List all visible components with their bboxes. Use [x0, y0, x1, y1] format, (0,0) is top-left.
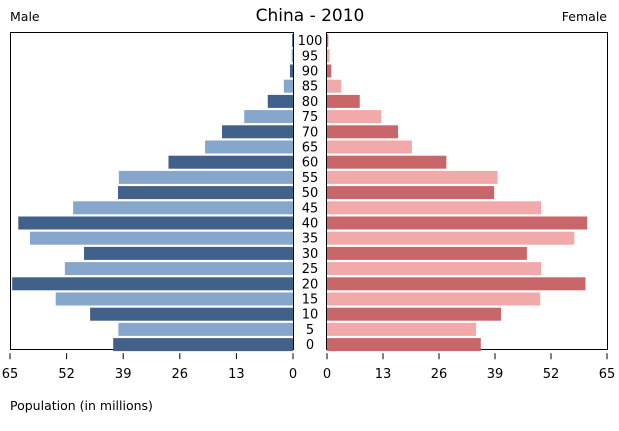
male-bar-age-90	[289, 64, 293, 78]
male-bar-age-10	[90, 307, 293, 321]
male-bar-age-40	[18, 216, 293, 230]
age-label-35: 35	[302, 232, 319, 247]
male-bar-age-85	[283, 79, 293, 93]
age-labels: 1009590858075706560555045403530252015105…	[298, 34, 323, 353]
male-bar-age-50	[117, 186, 293, 200]
age-label-10: 10	[302, 308, 319, 323]
female-bar-age-100	[327, 34, 329, 48]
female-bar-age-35	[327, 231, 575, 245]
female-bars	[327, 34, 588, 352]
male-bar-age-25	[64, 262, 293, 276]
age-label-50: 50	[302, 186, 319, 201]
male-tick-label-13: 13	[228, 367, 245, 382]
male-bar-age-100	[292, 34, 293, 48]
male-tick-label-39: 39	[115, 367, 132, 382]
male-bar-age-60	[168, 155, 293, 169]
female-bar-age-20	[327, 277, 586, 291]
age-label-30: 30	[302, 247, 319, 262]
male-x-axis: 65 52 39 26 13 0	[2, 353, 297, 382]
female-bar-age-0	[327, 338, 481, 352]
age-label-40: 40	[302, 217, 319, 232]
age-label-80: 80	[302, 95, 319, 110]
male-label: Male	[10, 9, 40, 24]
male-bar-age-55	[118, 170, 293, 184]
male-bar-age-70	[222, 125, 293, 139]
male-bar-age-35	[30, 231, 294, 245]
female-tick-label-0: 0	[323, 367, 331, 382]
male-bar-age-80	[267, 94, 293, 108]
female-bar-age-90	[327, 64, 332, 78]
female-bar-age-75	[327, 110, 382, 124]
male-bars	[12, 34, 294, 352]
male-tick-label-26: 26	[172, 367, 189, 382]
age-label-95: 95	[302, 49, 319, 64]
male-bar-age-20	[12, 277, 294, 291]
age-label-45: 45	[302, 201, 319, 216]
age-label-15: 15	[302, 293, 319, 308]
age-label-100: 100	[298, 34, 323, 49]
male-bar-age-75	[244, 110, 293, 124]
female-bar-age-95	[327, 49, 330, 63]
female-bar-age-40	[327, 216, 588, 230]
age-label-25: 25	[302, 262, 319, 277]
female-bar-age-15	[327, 292, 541, 306]
male-bar-age-30	[84, 246, 293, 260]
female-tick-label-13: 13	[375, 367, 392, 382]
male-bar-age-15	[55, 292, 293, 306]
female-bar-age-70	[327, 125, 399, 139]
x-axis-label: Population (in millions)	[10, 398, 153, 413]
male-bar-age-0	[113, 338, 293, 352]
age-label-20: 20	[302, 277, 319, 292]
female-tick-label-39: 39	[487, 367, 504, 382]
female-bar-age-55	[327, 170, 498, 184]
female-bar-age-45	[327, 201, 542, 215]
age-label-5: 5	[306, 323, 314, 338]
male-tick-label-52: 52	[58, 367, 75, 382]
male-bar-age-65	[205, 140, 293, 154]
female-bar-age-85	[327, 79, 342, 93]
female-bar-age-65	[327, 140, 412, 154]
male-bar-age-95	[291, 49, 293, 63]
female-bar-age-25	[327, 262, 542, 276]
age-label-0: 0	[306, 338, 314, 353]
age-label-70: 70	[302, 125, 319, 140]
female-x-axis: 65 52 39 26 13 0	[323, 353, 615, 382]
female-bar-age-30	[327, 246, 527, 260]
male-tick-label-0: 0	[289, 367, 297, 382]
female-bar-age-80	[327, 94, 360, 108]
male-tick-label-65: 65	[2, 367, 19, 382]
age-label-85: 85	[302, 80, 319, 95]
female-tick-label-26: 26	[431, 367, 448, 382]
female-bar-age-50	[327, 186, 495, 200]
age-label-60: 60	[302, 156, 319, 171]
age-label-65: 65	[302, 141, 319, 156]
female-bar-age-5	[327, 322, 477, 336]
age-label-55: 55	[302, 171, 319, 186]
age-label-90: 90	[302, 65, 319, 80]
male-bar-age-45	[73, 201, 293, 215]
age-label-75: 75	[302, 110, 319, 125]
female-bar-age-60	[327, 155, 447, 169]
chart-title: China - 2010	[256, 6, 365, 26]
female-tick-label-65: 65	[599, 367, 616, 382]
female-tick-label-52: 52	[543, 367, 560, 382]
female-label: Female	[562, 9, 608, 24]
female-bar-age-10	[327, 307, 502, 321]
male-bar-age-5	[118, 322, 293, 336]
